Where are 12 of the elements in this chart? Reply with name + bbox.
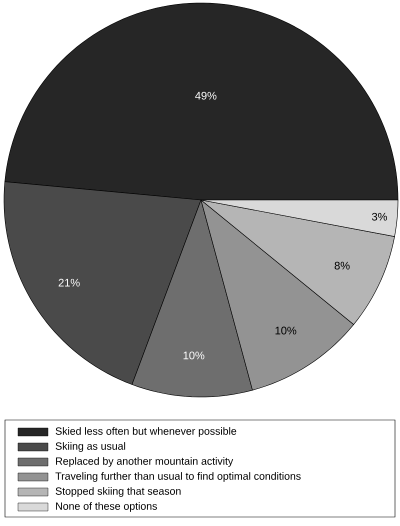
- legend-label: None of these options: [56, 502, 157, 512]
- data-label: 8%: [334, 262, 350, 270]
- data-label: 10%: [276, 326, 296, 334]
- legend-label: Stopped skiing that season: [56, 487, 181, 497]
- legend-label: Skied less often but whenever possible: [56, 427, 236, 437]
- data-label: 21%: [58, 278, 80, 287]
- data-label: 49%: [195, 92, 216, 100]
- legend-label: Traveling further than usual to find optimal conditions: [55, 472, 301, 482]
- legend-label: Skiing as usual: [56, 442, 126, 452]
- data-label: 3%: [372, 212, 388, 221]
- data-label: 10%: [184, 352, 204, 360]
- legend-label: Replaced by another mountain activity: [56, 457, 234, 467]
